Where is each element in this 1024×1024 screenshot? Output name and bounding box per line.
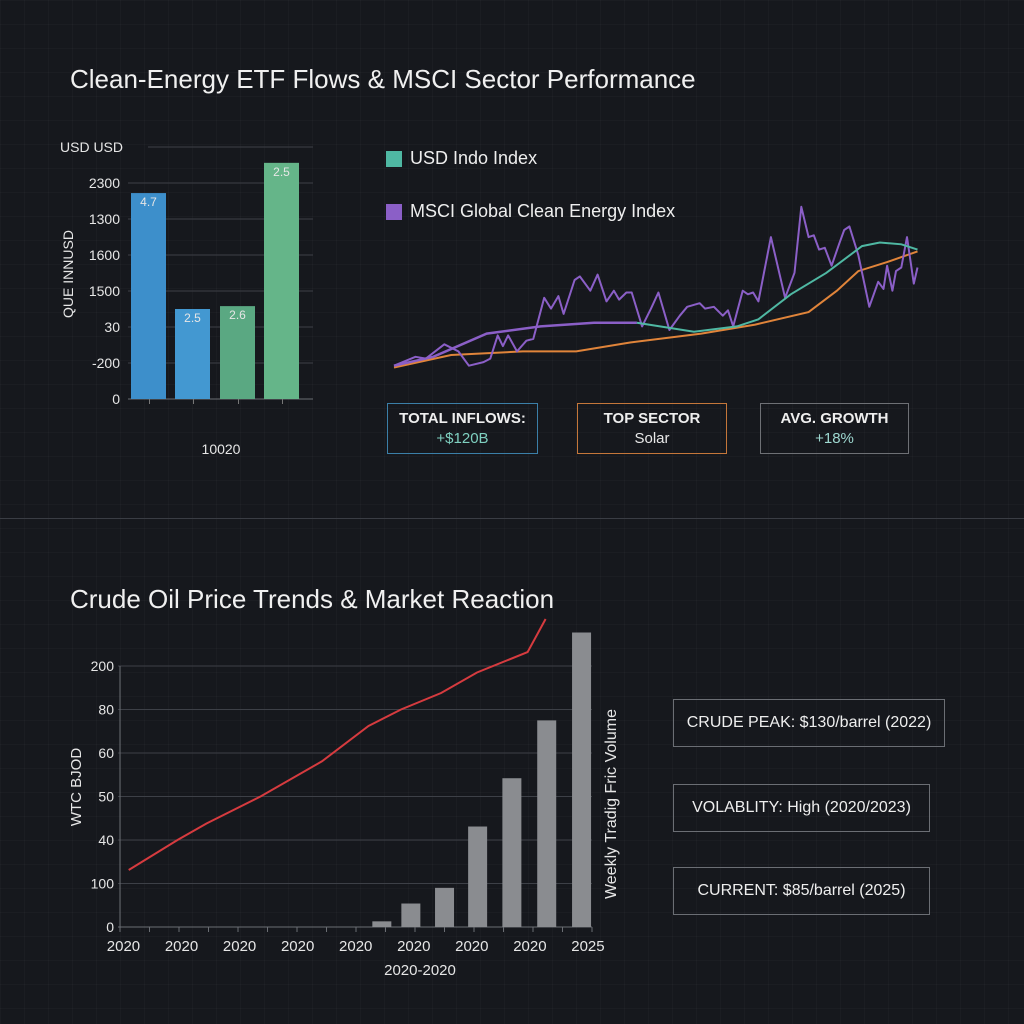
volume-bar	[537, 720, 557, 927]
x-axis-label: 2020-2020	[384, 962, 456, 979]
top-title: Clean-Energy ETF Flows & MSCI Sector Per…	[70, 64, 696, 94]
y2-axis-label: Weekly Tradig Fric Volume	[603, 709, 620, 899]
y-tick-label: 80	[98, 702, 114, 718]
x-tick-label: 2020	[107, 938, 140, 955]
y-tick-label: USD USD	[60, 139, 123, 155]
x-tick-label: 2020	[223, 938, 256, 955]
series-line-usd-indo	[636, 241, 918, 333]
bar-data-label: 2.6	[229, 308, 246, 322]
series-line-usd-indo-lead	[393, 321, 637, 367]
x-tick-label: 2020	[513, 938, 546, 955]
bar-data-label: 2.5	[273, 165, 290, 179]
legend-swatch-teal	[386, 150, 402, 167]
bar	[220, 306, 255, 399]
volume-bar	[372, 921, 392, 927]
kpi-avg-growth: AVG. GROWTH +18%	[760, 403, 909, 454]
y-tick-label: 2300	[89, 175, 120, 191]
kpi-label: TOTAL INFLOWS:	[399, 410, 526, 427]
volume-bar	[468, 826, 488, 927]
kpi-value: +18%	[815, 430, 854, 447]
kpi-top-sector: TOP SECTOR Solar	[577, 403, 727, 454]
x-tick-label: 2025	[571, 938, 604, 955]
bar	[131, 193, 166, 399]
x-tick-label: 2020	[165, 938, 198, 955]
kpi-label: TOP SECTOR	[603, 410, 701, 427]
legend-item-usd-indo: USD Indo Index	[386, 148, 537, 169]
x-axis-label: 10020	[202, 441, 241, 457]
volume-bar	[572, 632, 592, 927]
series-line-orange	[393, 250, 918, 369]
bottom-title: Crude Oil Price Trends & Market Reaction	[70, 584, 555, 614]
x-tick-label: 2020	[281, 938, 314, 955]
bar	[264, 162, 299, 399]
kpi-value: Solar	[634, 430, 670, 447]
legend-label: USD Indo Index	[410, 148, 538, 168]
volume-bar	[502, 778, 522, 927]
y-tick-label: -200	[92, 355, 120, 371]
x-tick-label: 2020	[339, 938, 372, 955]
y-tick-label: 1500	[89, 283, 120, 299]
volume-bar	[401, 903, 421, 927]
note-crude-peak: CRUDE PEAK: $130/barrel (2022)	[673, 699, 945, 747]
y-tick-label: 50	[98, 789, 114, 805]
y-tick-label: 30	[104, 319, 120, 335]
section-divider	[0, 518, 1024, 519]
bar	[175, 309, 210, 399]
price-line	[128, 618, 547, 871]
y-tick-label: 100	[91, 876, 115, 892]
note-volatility: VOLABLITY: High (2020/2023)	[673, 784, 930, 832]
y-tick-label: 60	[98, 745, 114, 761]
x-tick-label: 2020	[397, 938, 430, 955]
y-tick-label: 40	[98, 832, 114, 848]
y-tick-label: 200	[91, 658, 115, 674]
volume-bar	[435, 887, 455, 927]
y-tick-label: 0	[106, 919, 114, 935]
x-tick-label: 2020	[455, 938, 488, 955]
kpi-value: +$120B	[436, 430, 489, 447]
y-axis-label: WTC BJOD	[68, 748, 85, 826]
kpi-label: AVG. GROWTH	[780, 410, 889, 427]
legend-swatch-purple	[386, 203, 402, 220]
kpi-total-inflows: TOTAL INFLOWS: +$120B	[387, 403, 538, 454]
y-tick-label: 0	[112, 391, 120, 407]
series-line-msci	[393, 205, 919, 367]
legend-item-msci: MSCI Global Clean Energy Index	[386, 201, 675, 222]
y-tick-label: 1300	[89, 211, 120, 227]
bar-data-label: 2.5	[184, 311, 201, 325]
bar-data-label: 4.7	[140, 195, 157, 209]
note-current: CURRENT: $85/barrel (2025)	[673, 867, 930, 915]
legend-label: MSCI Global Clean Energy Index	[410, 201, 676, 221]
y-tick-label: 1600	[89, 247, 120, 263]
y-axis-label: QUE INNUSD	[60, 230, 76, 318]
